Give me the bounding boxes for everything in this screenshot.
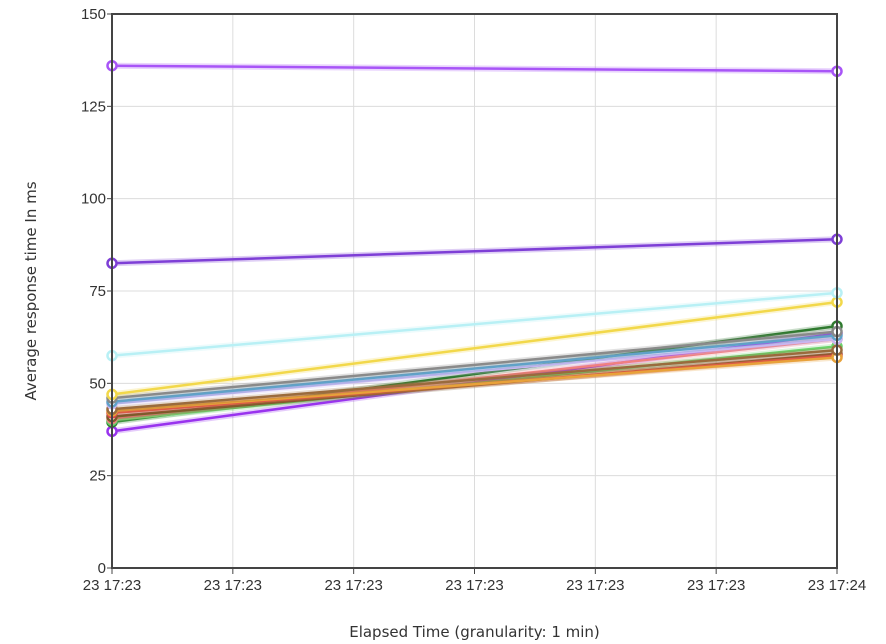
series-line-path <box>111 356 838 413</box>
y-tick-label: 25 <box>89 468 106 485</box>
grid-lines <box>112 14 837 568</box>
tick-labels: 0 25 50 75 100 125 150 23 17:23 23 17:23 23 17:23… <box>81 6 866 594</box>
x-tick-label: 23 17:23 <box>83 577 141 594</box>
series-line-path <box>111 348 838 411</box>
series-line-path <box>111 337 838 405</box>
y-tick-label: 100 <box>81 191 106 208</box>
x-tick-label: 23 17:23 <box>204 577 262 594</box>
x-tick-label: 23 17:23 <box>445 577 503 594</box>
axes <box>107 13 838 574</box>
y-tick-label: 75 <box>89 283 106 300</box>
y-axis-title: Average response time In ms <box>22 181 40 400</box>
series-line-path <box>111 64 838 73</box>
x-tick-label: 23 17:24 <box>808 577 866 594</box>
series-line-path <box>111 291 838 357</box>
series-layer <box>106 59 843 438</box>
y-tick-label: 0 <box>98 560 106 577</box>
series-line-path <box>111 238 838 265</box>
y-tick-label: 50 <box>89 375 106 392</box>
x-tick-label: 23 17:23 <box>566 577 624 594</box>
series-line-path <box>111 330 838 400</box>
x-axis-title: Elapsed Time (granularity: 1 min) <box>349 623 600 641</box>
x-tick-label: 23 17:23 <box>687 577 745 594</box>
series-line-path <box>111 334 838 404</box>
series-line-path <box>111 300 838 396</box>
y-tick-label: 150 <box>81 6 106 23</box>
series-line <box>106 287 843 362</box>
y-tick-label: 125 <box>81 98 106 115</box>
x-tick-label: 23 17:23 <box>324 577 382 594</box>
